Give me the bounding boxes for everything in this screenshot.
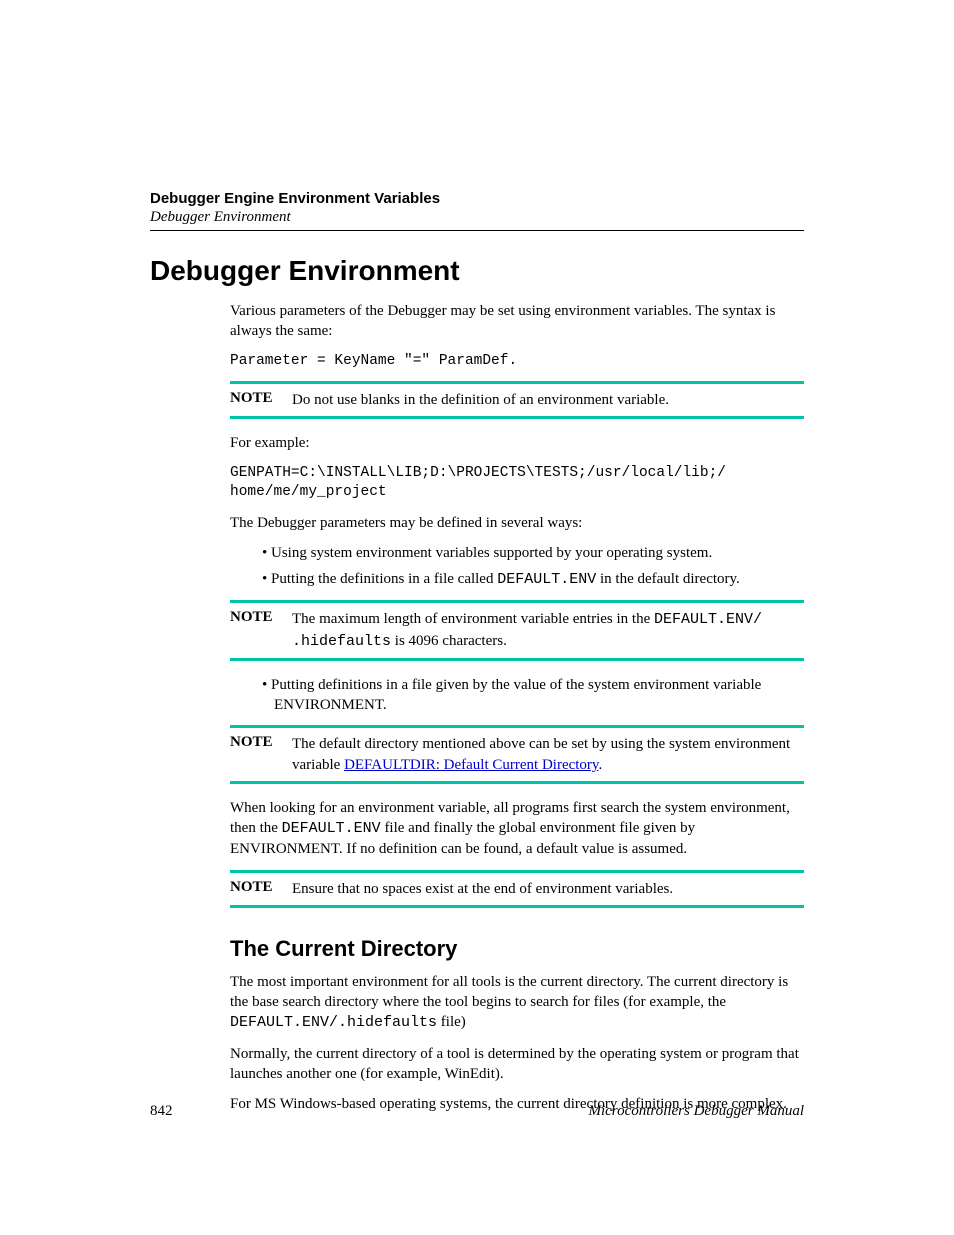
example-code: GENPATH=C:\INSTALL\LIB;D:\PROJECTS\TESTS… (230, 464, 804, 503)
ways-lead: The Debugger parameters may be defined i… (230, 513, 804, 533)
page-title-h1: Debugger Environment (150, 255, 804, 287)
section-running: Debugger Environment (150, 209, 804, 226)
body-column: Various parameters of the Debugger may b… (230, 301, 804, 1114)
note-pre: The maximum length of environment variab… (292, 611, 654, 627)
li-text: in the default directory. (596, 571, 740, 587)
note-text: Do not use blanks in the definition of a… (292, 390, 669, 410)
note-label: NOTE (230, 734, 292, 775)
manual-title: Microcontrollers Debugger Manual (588, 1103, 804, 1120)
note-text: Ensure that no spaces exist at the end o… (292, 879, 673, 899)
note-text: The maximum length of environment variab… (292, 609, 804, 652)
curdir-p1: The most important environment for all t… (230, 972, 804, 1034)
bullet-list-b: Putting definitions in a file given by t… (230, 675, 804, 716)
search-paragraph: When looking for an environment variable… (230, 798, 804, 860)
note-block-2: NOTE The maximum length of environment v… (230, 600, 804, 661)
header-rule (150, 230, 804, 231)
note-block-3: NOTE The default directory mentioned abo… (230, 725, 804, 784)
running-header: Debugger Engine Environment Variables De… (150, 190, 804, 231)
example-lead: For example: (230, 433, 804, 453)
defaultdir-link[interactable]: DEFAULTDIR: Default Current Directory (344, 757, 598, 773)
page-footer: 842 Microcontrollers Debugger Manual (150, 1103, 804, 1120)
list-item: Putting the definitions in a file called… (246, 569, 804, 590)
bullet-list-a: Using system environment variables suppo… (230, 543, 804, 591)
list-item: Using system environment variables suppo… (246, 543, 804, 563)
note-block-1: NOTE Do not use blanks in the definition… (230, 381, 804, 419)
note-text: The default directory mentioned above ca… (292, 734, 804, 775)
note-label: NOTE (230, 390, 292, 410)
inline-code: DEFAULT.ENV/.hidefaults (230, 1014, 437, 1031)
li-text: Putting the definitions in a file called (271, 571, 497, 587)
note-block-4: NOTE Ensure that no spaces exist at the … (230, 870, 804, 908)
inline-code: DEFAULT.ENV (497, 571, 596, 588)
syntax-code: Parameter = KeyName "=" ParamDef. (230, 352, 804, 372)
page-number: 842 (150, 1103, 173, 1120)
intro-paragraph: Various parameters of the Debugger may b… (230, 301, 804, 342)
subsection-title-h2: The Current Directory (230, 936, 804, 962)
p-post: file) (437, 1014, 466, 1030)
note-label: NOTE (230, 879, 292, 899)
inline-code: DEFAULT.ENV (282, 820, 381, 837)
p-pre: The most important environment for all t… (230, 974, 788, 1010)
list-item: Putting definitions in a file given by t… (246, 675, 804, 716)
curdir-p2: Normally, the current directory of a too… (230, 1044, 804, 1085)
note-post: . (598, 757, 602, 773)
note-label: NOTE (230, 609, 292, 652)
note-post: is 4096 characters. (391, 633, 507, 649)
chapter-title: Debugger Engine Environment Variables (150, 190, 804, 207)
